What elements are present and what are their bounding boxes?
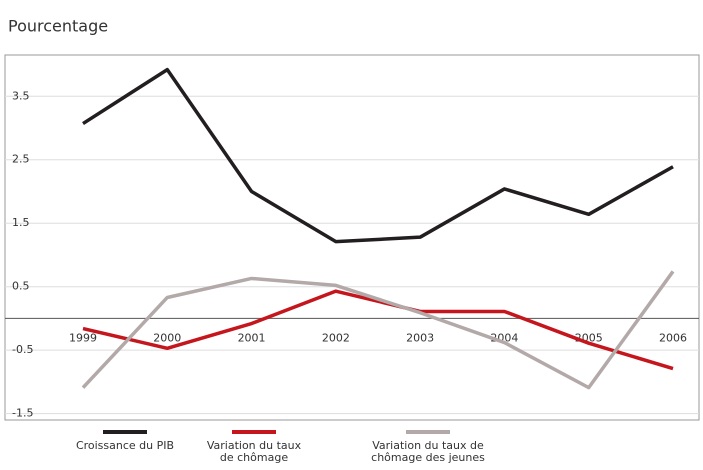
- series-line: [82, 289, 674, 371]
- series-line: [81, 270, 675, 390]
- x-tick-label: 2003: [406, 331, 434, 344]
- plot-frame: [4, 54, 700, 421]
- series-line: [82, 67, 674, 244]
- x-tick-label: 2001: [238, 331, 266, 344]
- y-axis-label: Pourcentage: [8, 17, 108, 36]
- x-tick-label: 2002: [322, 331, 350, 344]
- y-tick-label: 2.5: [12, 153, 30, 166]
- x-tick-label: 2006: [659, 331, 687, 344]
- legend-label: Croissance du PIB: [75, 439, 175, 452]
- x-tick-label: 2000: [153, 331, 181, 344]
- y-tick-label: 3.5: [12, 89, 30, 102]
- y-tick-label: 1.5: [12, 216, 30, 229]
- y-tick-label: -0.5: [12, 343, 33, 356]
- legend-label: Variation du taux de chômage: [206, 439, 302, 464]
- y-tick-label: 0.5: [12, 280, 30, 293]
- legend-label: Variation du taux de chômage des jeunes: [371, 439, 485, 464]
- x-tick-label: 1999: [69, 331, 97, 344]
- y-tick-label: -1.5: [12, 407, 33, 420]
